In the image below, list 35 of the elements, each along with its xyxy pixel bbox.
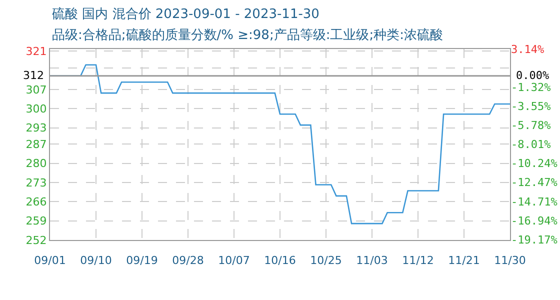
y2-tick-label: -8.01% xyxy=(511,138,552,152)
x-tick-label: 10/16 xyxy=(264,254,296,268)
x-tick-label: 11/03 xyxy=(356,254,388,268)
y-tick-label: 307 xyxy=(26,83,47,96)
y2-tick-label: -1.32% xyxy=(511,80,552,94)
x-tick-label: 09/28 xyxy=(172,254,204,268)
x-tick-label: 11/12 xyxy=(402,254,434,268)
x-tick-label: 10/07 xyxy=(218,254,250,268)
y-tick-label: 321 xyxy=(26,45,47,58)
x-tick-label: 09/01 xyxy=(34,254,66,268)
x-tick-label: 09/19 xyxy=(126,254,158,268)
y2-tick-label: -3.55% xyxy=(511,100,552,113)
chart-title: 硫酸 国内 混合价 2023-09-01 - 2023-11-30 xyxy=(52,7,320,22)
y-tick-label: 280 xyxy=(26,157,47,170)
y2-tick-label: 3.14% xyxy=(511,42,544,56)
y2-tick-label: -10.24% xyxy=(511,157,558,170)
x-tick-label: 11/30 xyxy=(494,254,526,268)
y-tick-label: 300 xyxy=(26,102,47,116)
y-tick-label: 252 xyxy=(26,234,47,247)
y-tick-label: 259 xyxy=(26,214,47,228)
y2-tick-label: -16.94% xyxy=(511,214,558,228)
x-tick-label: 09/10 xyxy=(80,254,112,268)
y2-tick-label: -19.17% xyxy=(511,233,558,246)
y2-tick-label: -5.78% xyxy=(511,119,552,132)
y-tick-label: 287 xyxy=(26,138,47,152)
y2-tick-label: -12.47% xyxy=(511,176,558,190)
y-tick-label: 293 xyxy=(26,122,47,135)
x-tick-label: 10/25 xyxy=(310,254,342,268)
y2-tick-label: -14.71% xyxy=(511,195,558,208)
y-tick-label: 266 xyxy=(26,196,47,209)
chart-subtitle: 品级:合格品;硫酸的质量分数/% ≥:98;产品等级:工业级;种类:浓硫酸 xyxy=(52,28,443,43)
x-tick-label: 11/21 xyxy=(448,254,480,268)
ref-line-label: 312 xyxy=(23,69,44,82)
y-tick-label: 273 xyxy=(26,176,47,190)
annotation: 0.00% xyxy=(516,69,550,82)
